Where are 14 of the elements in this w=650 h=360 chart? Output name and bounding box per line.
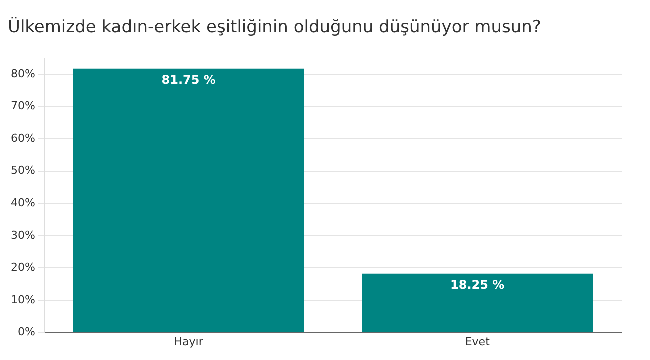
y-tick-label: 10%: [10, 293, 36, 306]
y-tick-label: 30%: [10, 228, 36, 242]
x-tick-label: Evet: [465, 335, 491, 348]
chart-title: Ülkemizde kadın-erkek eşitliğinin olduğunu düşünüyor musun?: [8, 16, 542, 38]
y-tick-label: 60%: [10, 132, 36, 145]
y-tick-label: 20%: [10, 261, 36, 274]
data-label: 81.75 %: [162, 73, 216, 88]
data-label: 18.25 %: [450, 278, 505, 292]
y-tick-label: 70%: [10, 100, 36, 113]
y-tick-label: 0%: [18, 326, 36, 339]
y-tick-label: 40%: [10, 196, 36, 210]
y-tick-label: 80%: [10, 67, 36, 80]
y-tick-label: 50%: [10, 164, 36, 178]
x-tick-label: Hayır: [174, 335, 204, 348]
